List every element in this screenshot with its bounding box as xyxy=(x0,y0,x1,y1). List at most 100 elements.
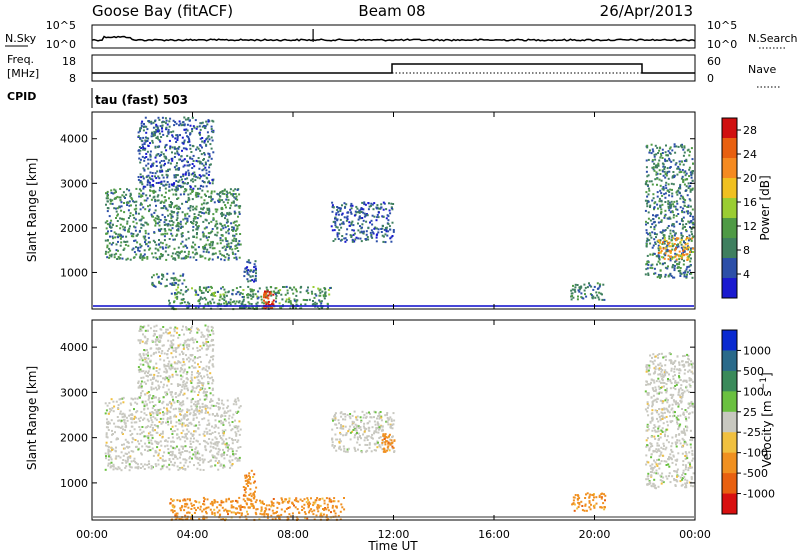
data-cell xyxy=(270,505,273,508)
data-cell xyxy=(129,455,132,458)
data-cell xyxy=(678,191,681,194)
data-cell xyxy=(183,387,186,390)
data-cell xyxy=(169,229,172,232)
data-cell xyxy=(288,497,291,500)
data-cell xyxy=(368,442,371,445)
data-cell xyxy=(657,164,660,167)
data-cell xyxy=(659,251,662,254)
data-cell xyxy=(163,201,165,204)
data-cell xyxy=(157,181,160,184)
data-cell xyxy=(176,214,179,217)
data-cell xyxy=(211,382,214,385)
noise-right-tick-top: 10^5 xyxy=(707,19,737,32)
data-cell xyxy=(227,257,230,260)
data-cell xyxy=(194,455,197,458)
data-cell xyxy=(346,228,349,231)
data-cell xyxy=(247,269,250,272)
data-cell xyxy=(107,412,110,415)
data-cell xyxy=(679,267,682,269)
data-cell xyxy=(685,230,688,233)
data-cell xyxy=(244,303,247,306)
data-cell xyxy=(139,433,142,436)
data-cell xyxy=(164,459,167,462)
data-cell xyxy=(177,256,180,259)
data-cell xyxy=(207,135,210,138)
data-cell xyxy=(163,406,165,409)
data-cell xyxy=(176,207,178,210)
data-cell xyxy=(195,509,197,512)
data-cell xyxy=(182,147,185,150)
data-cell xyxy=(210,449,213,452)
data-cell xyxy=(229,298,232,301)
data-cell xyxy=(678,270,681,273)
data-cell xyxy=(117,236,119,239)
data-cell xyxy=(142,129,145,132)
data-cell xyxy=(183,190,186,193)
data-cell xyxy=(153,332,156,335)
data-cell xyxy=(171,146,174,149)
data-cell xyxy=(133,216,136,219)
data-cell xyxy=(154,198,157,201)
data-cell xyxy=(210,200,213,202)
data-cell xyxy=(668,216,671,219)
data-cell xyxy=(157,426,160,429)
data-cell xyxy=(212,394,215,397)
data-cell xyxy=(232,234,234,237)
data-cell xyxy=(145,370,148,373)
data-cell xyxy=(647,174,650,177)
data-cell xyxy=(645,159,648,162)
data-cell xyxy=(142,147,145,150)
data-cell xyxy=(154,131,157,134)
data-cell xyxy=(691,158,694,161)
data-cell xyxy=(342,425,345,428)
data-cell xyxy=(244,491,247,494)
data-cell xyxy=(165,331,167,334)
data-cell xyxy=(227,254,230,257)
data-cell xyxy=(195,195,198,198)
data-cell xyxy=(182,371,185,374)
data-cell xyxy=(139,208,142,211)
data-cell xyxy=(159,257,162,260)
data-cell xyxy=(191,222,194,224)
data-cell xyxy=(155,465,158,468)
data-cell xyxy=(117,240,119,243)
data-cell xyxy=(114,425,117,428)
data-cell xyxy=(155,396,157,399)
data-cell xyxy=(344,450,347,453)
data-cell xyxy=(145,156,148,158)
data-cell xyxy=(170,342,173,345)
data-cell xyxy=(240,514,243,517)
data-cell xyxy=(250,297,253,300)
data-cell xyxy=(671,195,674,198)
data-cell xyxy=(129,258,132,261)
data-cell xyxy=(118,419,121,422)
data-cell xyxy=(211,425,213,428)
data-cell xyxy=(169,201,172,203)
power-colorbar-tick: 16 xyxy=(743,196,757,209)
data-cell xyxy=(242,299,245,302)
data-cell xyxy=(210,398,213,401)
data-cell xyxy=(187,199,190,202)
data-cell xyxy=(155,424,158,427)
data-cell xyxy=(165,328,168,331)
freq-label: Freq. xyxy=(7,53,34,66)
data-cell xyxy=(140,202,142,205)
data-cell xyxy=(189,192,192,195)
data-cell xyxy=(661,162,664,165)
data-cell xyxy=(155,442,158,445)
data-cell xyxy=(657,244,660,247)
data-cell xyxy=(389,228,392,231)
data-cell xyxy=(668,201,671,204)
data-cell xyxy=(382,201,385,204)
data-cell xyxy=(187,174,190,177)
data-cell xyxy=(109,235,111,238)
data-cell xyxy=(140,380,143,383)
data-cell xyxy=(345,219,348,222)
data-cell xyxy=(345,216,348,219)
data-cell xyxy=(162,273,165,276)
data-cell xyxy=(233,256,236,259)
data-cell xyxy=(371,236,374,239)
data-cell xyxy=(156,145,159,148)
data-cell xyxy=(671,149,674,152)
data-cell xyxy=(200,122,203,125)
